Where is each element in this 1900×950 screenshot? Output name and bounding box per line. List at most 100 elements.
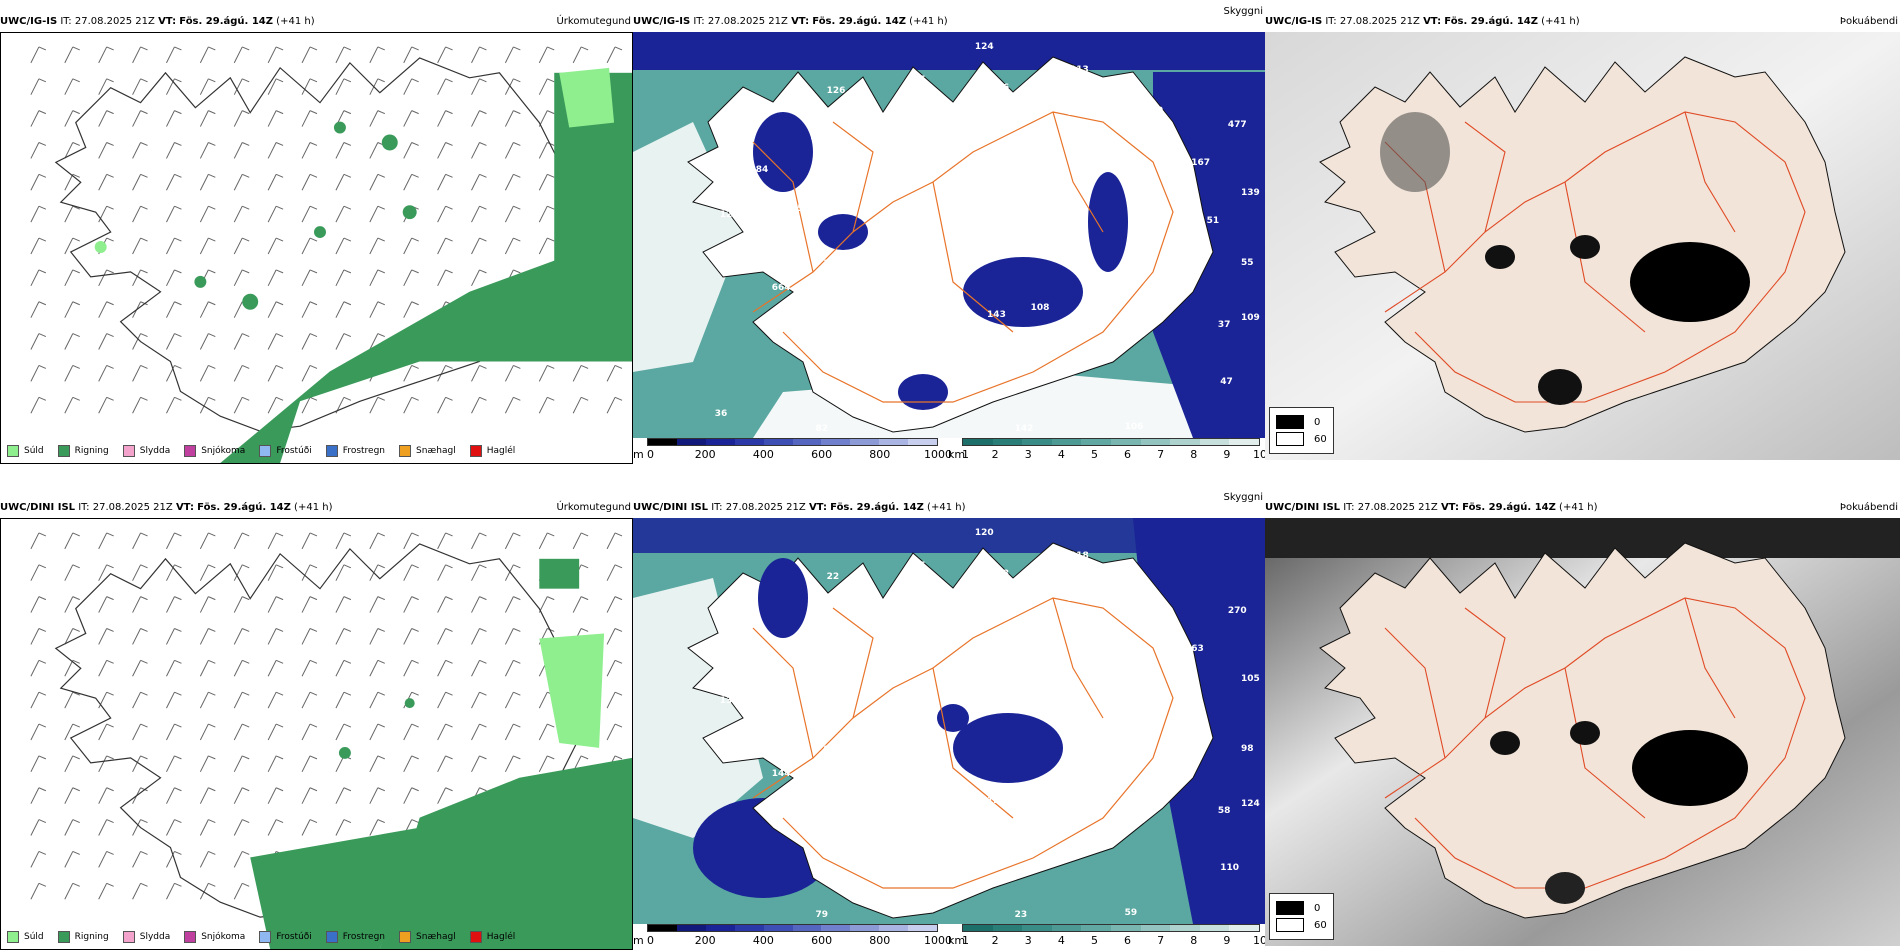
ceiling-value-label: 83	[945, 307, 959, 318]
ceiling-value-label: 80	[810, 132, 824, 143]
colorbar-tick-label: 1000	[924, 448, 952, 461]
colorbar-segment	[850, 925, 880, 931]
colorbar-segment	[1170, 925, 1200, 931]
ceiling-visibility-map[interactable]: 143 197 124 108 128 477 134 126 109 664 113 143 84 13…	[633, 32, 1265, 438]
precip-legend: Súld Rigning Slydda Snjókoma Frostúði Frostre…	[7, 931, 515, 943]
model-name: UWC/DINI ISL	[1265, 502, 1341, 513]
legend-swatch	[1276, 415, 1304, 429]
fog-legend-item: 0	[1276, 901, 1327, 915]
colorbar-segment	[676, 439, 706, 445]
ceiling-value-label: 664	[771, 283, 791, 294]
panel-header: UWC/IG-IS IT: 27.08.2025 21Z VT: Fös. 29…	[633, 6, 1265, 32]
ceiling-visibility-map[interactable]: 208 301 120 136 133 270 266 22 124 144 118 122 106 10…	[633, 518, 1265, 924]
lead-time: (+41 h)	[909, 16, 948, 27]
legend-swatch	[7, 931, 19, 943]
colorbar-segment	[908, 925, 938, 931]
precip-legend-item: Snjókoma	[184, 445, 245, 457]
precip-panel-row1: UWC/IG-IS IT: 27.08.2025 21Z VT: Fös. 29…	[0, 12, 633, 464]
colorbar-tick-label: 6	[1124, 448, 1132, 461]
ceiling-value-label: 301	[799, 809, 819, 820]
colorbar-segment	[850, 439, 880, 445]
ceiling-value-label: 270	[1227, 605, 1247, 616]
colorbar-segment	[879, 439, 909, 445]
ceiling-value-label: 124	[1241, 798, 1260, 809]
legend-swatch	[469, 931, 482, 943]
ceiling-colorbar-strip	[647, 438, 938, 446]
colorbar-segment	[992, 925, 1023, 931]
legend-label: Snæhagl	[416, 446, 456, 456]
colorbar-segment	[908, 439, 938, 445]
panel-header: UWC/DINI ISL IT: 27.08.2025 21Z VT: Fös.…	[633, 492, 1265, 518]
legend-label: Slydda	[139, 446, 171, 456]
ceiling-value-label: 208	[863, 315, 882, 326]
legend-swatch	[57, 931, 70, 943]
fog-map[interactable]: 0 60	[1265, 518, 1900, 946]
legend-swatch	[184, 445, 197, 457]
colorbar-segment	[676, 925, 706, 931]
vt-label: VT:	[791, 16, 810, 27]
ceiling-value-label: 58	[1217, 805, 1231, 816]
ceiling-map-svg	[633, 518, 1265, 924]
it-label: IT:	[693, 16, 705, 27]
ceiling-map-svg	[633, 32, 1265, 438]
precip-legend-item: Frostregn	[325, 445, 385, 457]
precip-legend-item: Snæhagl	[399, 931, 456, 943]
colorbar-segment	[1170, 439, 1200, 445]
colorbar-tick-label: 0	[647, 448, 654, 461]
precip-map[interactable]: Súld Rigning Slydda Snjókoma Frostúði Frostre…	[0, 32, 633, 464]
colorbar-segment	[1110, 439, 1141, 445]
fog-map[interactable]: 0 60	[1265, 32, 1900, 460]
ceiling-value-label: 133	[719, 695, 739, 706]
ceiling-value-label: 46	[863, 801, 876, 812]
legend-swatch	[399, 445, 412, 457]
fog-legend: 0 60	[1269, 407, 1334, 454]
vt-value: Fös. 29.ágú. 14Z	[1444, 16, 1538, 27]
model-name: UWC/IG-IS	[633, 16, 691, 27]
precip-map[interactable]: Súld Rigning Slydda Snjókoma Frostúði Frostre…	[0, 518, 633, 950]
colorbar-segment	[1081, 925, 1111, 931]
vt-value: Fös. 29.ágú. 14Z	[1462, 502, 1556, 513]
legend-label: Snjókoma	[201, 446, 246, 456]
ceiling-value-label: 106	[755, 650, 775, 661]
ceiling-value-label: 85	[767, 727, 780, 738]
precip-legend-item: Snjókoma	[184, 931, 245, 943]
ceiling-ticks: 0 200 400 600 800 1000	[647, 934, 952, 948]
ceiling-value-label: 134	[907, 336, 927, 347]
lead-time: (+41 h)	[1541, 16, 1580, 27]
legend-swatch	[1276, 432, 1304, 446]
model-name: UWC/DINI ISL	[633, 502, 709, 513]
legend-label: Rigning	[74, 446, 109, 456]
precip-panel-row2: UWC/DINI ISL IT: 27.08.2025 21Z VT: Fös.…	[0, 498, 633, 950]
colorbar-tick-label: 4	[1057, 448, 1065, 461]
colorbar-segment	[1110, 925, 1141, 931]
legend-label: Slydda	[139, 932, 171, 942]
vt-value: Fös. 29.ágú. 14Z	[179, 16, 273, 27]
colorbar-tick-label: 3	[1024, 448, 1032, 461]
ceiling-value-label: 67	[784, 690, 798, 701]
ceiling-value-label: 23	[1014, 910, 1028, 920]
it-label: IT:	[1325, 16, 1337, 27]
legend-swatch	[184, 931, 197, 943]
ceiling-value-label: 59	[1124, 907, 1138, 918]
ceiling-value-label: 47	[1220, 377, 1233, 388]
fog-legend-item: 0	[1276, 415, 1327, 429]
colorbar-segment	[963, 925, 993, 931]
colorbar-tick-label: 600	[811, 448, 833, 461]
panel-title: Skyggni	[1223, 6, 1263, 17]
precip-legend-item: Súld	[7, 445, 44, 457]
visibility-colorbar: km 1 2 3 4 5 6 7 8 9 10	[948, 922, 1267, 948]
legend-label: Frostúði	[276, 446, 312, 456]
precip-legend-item: Snæhagl	[399, 445, 456, 457]
visibility-unit: km	[948, 448, 966, 461]
colorbar-tick-label: 800	[869, 934, 891, 947]
colorbar-tick-label: 600	[811, 934, 833, 947]
legend-label: 60	[1314, 919, 1327, 931]
precip-legend-item: Frostúði	[259, 445, 312, 457]
colorbar-tick-label: 2	[991, 448, 999, 461]
ceiling-value-label: 89	[823, 744, 836, 755]
colorbar-segment	[879, 925, 909, 931]
ceiling-value-label: 70	[834, 288, 847, 299]
model-name: UWC/IG-IS	[0, 16, 58, 27]
vt-label: VT:	[175, 502, 194, 513]
colorbar-tick-label: 1	[962, 934, 969, 947]
